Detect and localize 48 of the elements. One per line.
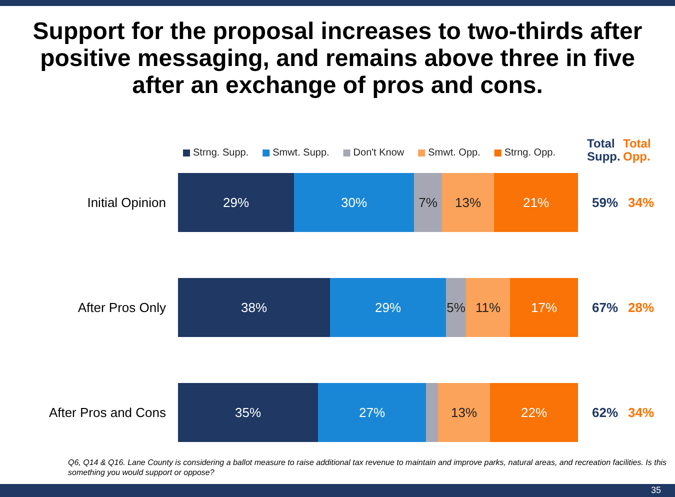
data-label: 22% bbox=[520, 405, 548, 420]
data-label: 5% bbox=[446, 300, 466, 315]
legend-label: Don't Know bbox=[353, 148, 405, 158]
text: 34% bbox=[628, 405, 654, 420]
bar bbox=[294, 173, 414, 232]
chart-title: Support for the proposal increases to two-thirds after positive messaging, and remains above three in five after an exchange of pros and cons. bbox=[32, 18, 644, 99]
legend-label: Smwt. Opp. bbox=[428, 148, 480, 158]
bar bbox=[426, 383, 438, 442]
bar bbox=[442, 173, 494, 232]
legend-label: Strng. Supp. bbox=[193, 148, 249, 158]
y-tick-label: After Pros Only bbox=[78, 300, 166, 315]
bar bbox=[490, 383, 578, 442]
y-tick-label: Initial Opinion bbox=[87, 195, 166, 210]
bar bbox=[494, 173, 578, 232]
data-label: 13% bbox=[450, 405, 478, 420]
bar bbox=[438, 383, 490, 442]
bar bbox=[178, 278, 330, 337]
data-label: 38% bbox=[240, 300, 268, 315]
bar bbox=[330, 278, 446, 337]
data-label: 13% bbox=[454, 195, 482, 210]
text: 59% bbox=[592, 195, 618, 210]
text: 28% bbox=[628, 300, 654, 315]
bar bbox=[446, 278, 466, 337]
bar bbox=[414, 173, 442, 232]
text: Total Supp. bbox=[587, 136, 620, 164]
bar bbox=[466, 278, 510, 337]
text: 67% bbox=[592, 300, 618, 315]
bar bbox=[178, 173, 294, 232]
y-tick-label: After Pros and Cons bbox=[48, 405, 166, 420]
bar bbox=[318, 383, 426, 442]
data-label: 30% bbox=[340, 195, 368, 210]
data-label: 29% bbox=[374, 300, 402, 315]
data-label: 21% bbox=[522, 195, 550, 210]
data-label: 27% bbox=[358, 405, 386, 420]
data-label: 7% bbox=[418, 195, 438, 210]
legend-label: Strng. Opp. bbox=[504, 148, 556, 158]
text: Total Opp. bbox=[623, 136, 651, 164]
data-label: 35% bbox=[234, 405, 262, 420]
bar bbox=[510, 278, 578, 337]
bar bbox=[178, 383, 318, 442]
text: 62% bbox=[592, 405, 618, 420]
legend-label: Smwt. Supp. bbox=[272, 148, 330, 158]
annotation: Q6, Q14 & Q16. Lane County is considering a ballot measure to raise additional tax revenue to maintain and improve parks, natural areas, and recreation facilities. Is this something you would support or oppose? bbox=[68, 458, 668, 478]
text: 34% bbox=[628, 195, 654, 210]
text: 35 bbox=[650, 485, 661, 495]
data-label: 11% bbox=[475, 300, 501, 315]
data-label: 17% bbox=[530, 300, 558, 315]
data-label: 29% bbox=[222, 195, 250, 210]
